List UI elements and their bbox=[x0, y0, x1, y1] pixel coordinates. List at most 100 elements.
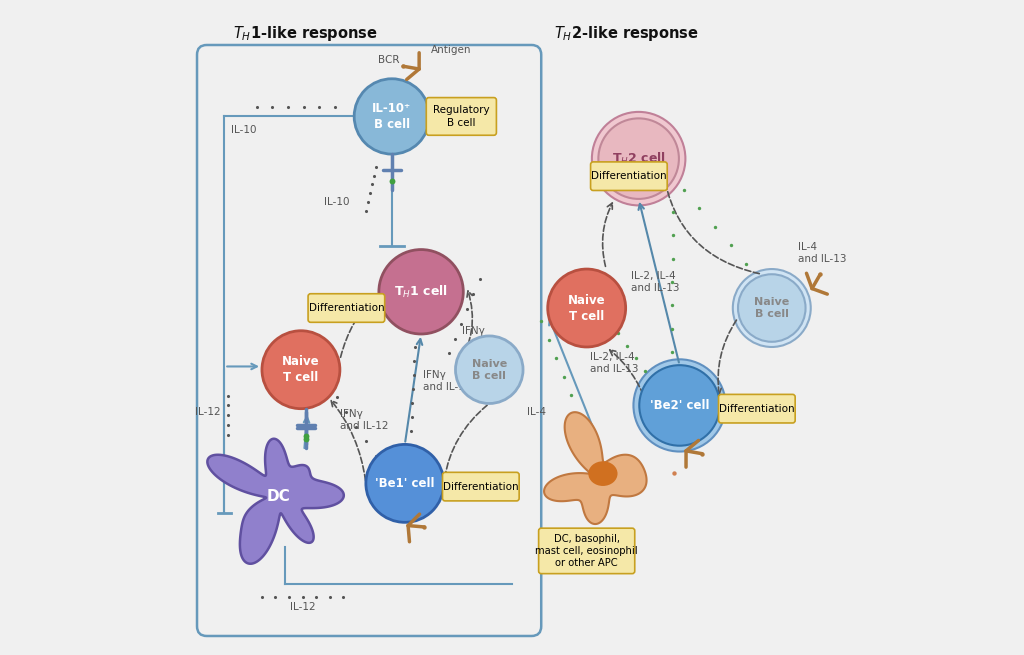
Point bbox=[348, 421, 365, 432]
Point bbox=[620, 341, 636, 351]
Point bbox=[368, 162, 384, 172]
Point bbox=[311, 102, 328, 112]
Point bbox=[694, 449, 711, 459]
Text: IL-10: IL-10 bbox=[230, 124, 256, 135]
Text: Differentiation: Differentiation bbox=[719, 403, 795, 414]
Circle shape bbox=[366, 444, 443, 522]
Point bbox=[453, 318, 469, 329]
Point bbox=[395, 61, 412, 71]
Circle shape bbox=[598, 119, 679, 199]
Point bbox=[366, 170, 382, 181]
Point bbox=[357, 436, 374, 447]
Point bbox=[335, 591, 351, 602]
Point bbox=[665, 230, 681, 240]
Point bbox=[446, 333, 463, 344]
Point bbox=[298, 434, 314, 445]
Point bbox=[578, 428, 594, 438]
Point bbox=[281, 591, 297, 602]
Text: T$_H$1 cell: T$_H$1 cell bbox=[394, 284, 449, 300]
Text: $T_H$1-like response: $T_H$1-like response bbox=[232, 24, 378, 43]
FancyBboxPatch shape bbox=[308, 293, 385, 322]
Point bbox=[254, 591, 270, 602]
Text: IFNγ: IFNγ bbox=[462, 326, 485, 336]
Point bbox=[403, 426, 420, 437]
Point bbox=[691, 203, 708, 214]
Point bbox=[357, 206, 374, 216]
Point bbox=[665, 277, 681, 288]
Point bbox=[664, 300, 680, 310]
Text: BCR: BCR bbox=[378, 54, 399, 65]
Point bbox=[404, 384, 421, 394]
Point bbox=[610, 328, 627, 339]
Circle shape bbox=[634, 360, 726, 451]
Circle shape bbox=[354, 79, 429, 154]
Point bbox=[219, 390, 236, 401]
Text: Differentiation: Differentiation bbox=[591, 171, 667, 181]
Point bbox=[471, 274, 487, 284]
Text: Naive
B cell: Naive B cell bbox=[472, 358, 507, 381]
Polygon shape bbox=[544, 412, 646, 524]
Point bbox=[368, 451, 384, 461]
Point bbox=[406, 356, 422, 366]
Point bbox=[659, 166, 676, 177]
Point bbox=[264, 102, 281, 112]
Text: Differentiation: Differentiation bbox=[443, 481, 518, 492]
Text: Antigen: Antigen bbox=[431, 45, 471, 55]
Text: $T_H$2-like response: $T_H$2-like response bbox=[554, 24, 699, 43]
Point bbox=[377, 465, 393, 476]
Point bbox=[416, 522, 432, 533]
Circle shape bbox=[639, 365, 720, 445]
Point bbox=[298, 431, 314, 441]
Point bbox=[563, 390, 580, 401]
Point bbox=[667, 468, 683, 478]
Point bbox=[664, 324, 680, 334]
Point bbox=[219, 410, 236, 421]
Polygon shape bbox=[208, 439, 344, 564]
Point bbox=[364, 179, 380, 190]
Circle shape bbox=[738, 274, 806, 342]
Circle shape bbox=[733, 269, 811, 347]
Text: Differentiation: Differentiation bbox=[308, 303, 384, 313]
Point bbox=[637, 365, 653, 376]
FancyBboxPatch shape bbox=[719, 394, 796, 423]
Point bbox=[308, 591, 325, 602]
Point bbox=[541, 335, 557, 345]
Text: IFNγ
and IL-12: IFNγ and IL-12 bbox=[340, 409, 388, 431]
Point bbox=[280, 102, 296, 112]
Point bbox=[812, 269, 828, 280]
Circle shape bbox=[548, 269, 626, 347]
Point bbox=[754, 277, 770, 288]
Point bbox=[267, 591, 284, 602]
Text: Naive
T cell: Naive T cell bbox=[568, 293, 605, 322]
Point bbox=[294, 591, 310, 602]
Point bbox=[655, 390, 672, 401]
FancyBboxPatch shape bbox=[442, 472, 519, 501]
Point bbox=[338, 407, 354, 417]
Point bbox=[295, 102, 311, 112]
Point bbox=[384, 176, 400, 187]
Text: 'Be2' cell: 'Be2' cell bbox=[650, 399, 710, 412]
Point bbox=[361, 188, 378, 198]
Text: IL-4
and IL-13: IL-4 and IL-13 bbox=[798, 242, 846, 263]
Text: IL-12: IL-12 bbox=[290, 602, 315, 612]
Point bbox=[318, 377, 335, 388]
Point bbox=[404, 398, 421, 409]
Point bbox=[465, 288, 481, 299]
Point bbox=[322, 591, 338, 602]
Text: IL-4: IL-4 bbox=[526, 407, 546, 417]
Circle shape bbox=[379, 250, 463, 334]
Point bbox=[219, 430, 236, 440]
Point bbox=[459, 303, 475, 314]
Text: 'Be1' cell: 'Be1' cell bbox=[375, 477, 434, 490]
Text: IL-2, IL-4
and IL-13: IL-2, IL-4 and IL-13 bbox=[631, 271, 679, 293]
Point bbox=[738, 259, 755, 269]
Text: Regulatory
B cell: Regulatory B cell bbox=[433, 105, 489, 128]
Text: T$_H$2 cell: T$_H$2 cell bbox=[611, 151, 666, 166]
Point bbox=[440, 348, 457, 359]
Text: IL-12: IL-12 bbox=[196, 407, 221, 417]
Point bbox=[723, 240, 739, 250]
Point bbox=[548, 353, 564, 364]
Text: IL-10⁺
B cell: IL-10⁺ B cell bbox=[373, 102, 412, 131]
Point bbox=[534, 316, 550, 326]
Point bbox=[646, 378, 663, 388]
